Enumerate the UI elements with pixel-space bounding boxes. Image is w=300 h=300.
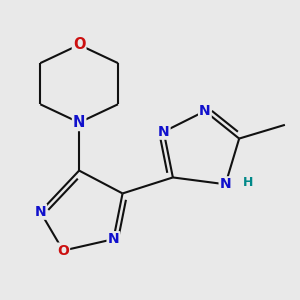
Text: N: N — [220, 177, 231, 191]
Text: N: N — [34, 205, 46, 219]
Text: N: N — [108, 232, 119, 246]
Text: N: N — [199, 104, 211, 118]
Text: O: O — [57, 244, 69, 258]
Text: H: H — [243, 176, 253, 188]
Text: O: O — [73, 37, 85, 52]
Text: N: N — [158, 125, 170, 139]
Text: N: N — [73, 115, 85, 130]
